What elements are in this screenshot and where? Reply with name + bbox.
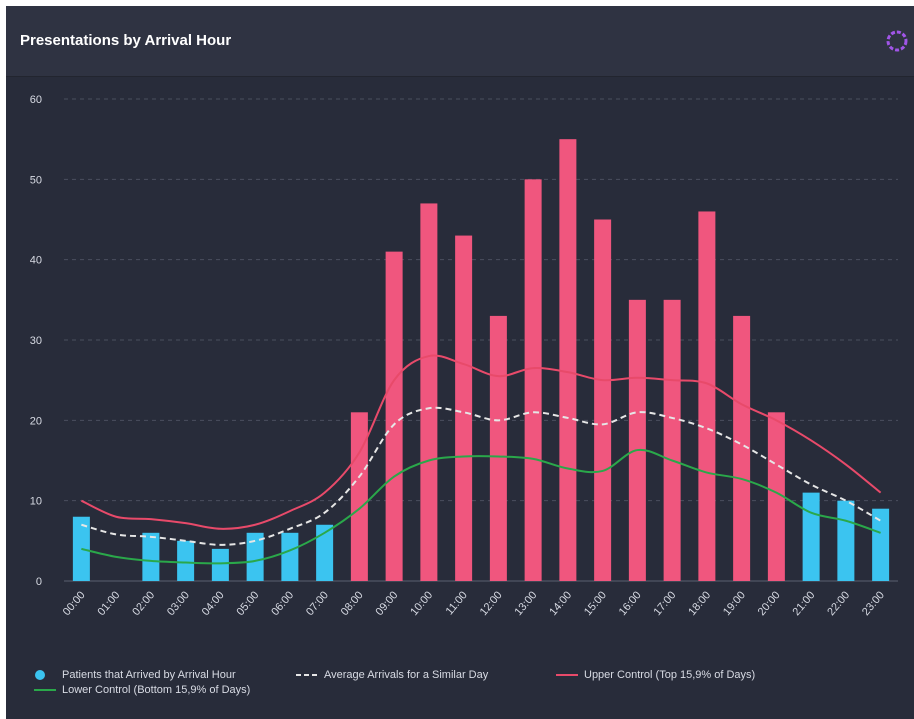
bar-14:00: [559, 139, 577, 581]
x-tick-label: 19:00: [721, 589, 748, 618]
bar-12:00: [489, 315, 507, 581]
y-tick-label: 0: [36, 576, 42, 588]
x-tick-label: 16:00: [617, 589, 644, 618]
bar-21:00: [802, 492, 820, 581]
bar-16:00: [628, 299, 646, 581]
series-line-lower-control: [81, 448, 881, 565]
bar-19:00: [733, 315, 751, 581]
bar-05:00: [246, 532, 264, 581]
ring-menu-icon[interactable]: [884, 28, 910, 54]
bar-11:00: [455, 235, 473, 582]
chart-legend: Patients that Arrived by Arrival Hour Av…: [6, 6, 914, 719]
page-title: Presentations by Arrival Hour: [20, 32, 232, 49]
x-tick-label: 09:00: [374, 589, 401, 618]
legend-line-icon: [556, 674, 578, 676]
y-tick-label: 50: [30, 174, 42, 186]
x-tick-label: 23:00: [860, 589, 887, 618]
y-tick-label: 30: [30, 335, 42, 347]
legend-dashed-line-icon: [296, 674, 318, 676]
legend-item-lower[interactable]: Lower Control (Bottom 15,9% of Days): [34, 684, 250, 696]
x-tick-label: 20:00: [756, 589, 783, 618]
legend-label-lower: Lower Control (Bottom 15,9% of Days): [62, 684, 251, 696]
y-tick-label: 20: [30, 415, 42, 427]
legend-item-average[interactable]: Average Arrivals for a Similar Day: [296, 669, 488, 681]
x-tick-label: 06:00: [269, 589, 296, 618]
x-tick-label: 05:00: [235, 589, 262, 618]
x-tick-label: 15:00: [582, 589, 609, 618]
bar-10:00: [420, 203, 438, 581]
bar-13:00: [524, 179, 542, 581]
x-tick-label: 01:00: [96, 589, 123, 618]
x-tick-label: 04:00: [200, 589, 227, 618]
bar-02:00: [142, 532, 160, 581]
bar-20:00: [767, 412, 785, 581]
chart-panel: Presentations by Arrival Hour 0 10 20 30 40 5…: [6, 6, 914, 719]
legend-dot-icon: [35, 670, 45, 680]
y-tick-label: 60: [30, 94, 42, 106]
x-tick-label: 07:00: [304, 589, 331, 618]
x-tick-label: 12:00: [478, 589, 505, 618]
bar-06:00: [281, 532, 299, 581]
bar-18:00: [698, 211, 716, 581]
bar-04:00: [211, 548, 229, 581]
x-tick-label: 08:00: [339, 589, 366, 618]
x-tick-label: 14:00: [547, 589, 574, 618]
bar-09:00: [385, 251, 403, 581]
series-line-average: [81, 406, 882, 546]
y-tick-label: 40: [30, 255, 42, 267]
bar-23:00: [872, 508, 890, 581]
x-tick-label: 00:00: [61, 589, 88, 618]
bar-15:00: [594, 219, 612, 581]
bar-17:00: [663, 299, 681, 581]
y-tick-label: 10: [30, 496, 42, 508]
bar-03:00: [177, 540, 195, 581]
legend-item-patients[interactable]: Patients that Arrived by Arrival Hour: [34, 669, 236, 681]
x-tick-label: 02:00: [130, 589, 157, 618]
x-tick-label: 22:00: [825, 589, 852, 618]
x-tick-label: 17:00: [652, 589, 679, 618]
x-tick-label: 10:00: [408, 589, 435, 618]
x-tick-label: 11:00: [444, 589, 470, 617]
x-tick-label: 18:00: [686, 589, 713, 618]
panel-header: Presentations by Arrival Hour: [6, 6, 914, 77]
series-line-upper-control: [80, 354, 882, 530]
arrivals-chart: 0 10 20 30 40 50 60 00:00 01:00 02:00 03:00 04:00 05…: [30, 94, 898, 618]
legend-label-upper: Upper Control (Top 15,9% of Days): [584, 669, 756, 681]
legend-line-icon: [34, 689, 56, 691]
legend-label-patients: Patients that Arrived by Arrival Hour: [62, 669, 236, 681]
x-tick-label: 03:00: [165, 589, 192, 618]
x-tick-label: 21:00: [791, 589, 818, 618]
legend-label-average: Average Arrivals for a Similar Day: [324, 669, 489, 681]
bar-07:00: [316, 524, 334, 581]
bar-08:00: [350, 412, 368, 581]
bar-22:00: [837, 500, 855, 581]
x-tick-label: 13:00: [513, 589, 540, 618]
legend-item-upper[interactable]: Upper Control (Top 15,9% of Days): [556, 669, 755, 681]
